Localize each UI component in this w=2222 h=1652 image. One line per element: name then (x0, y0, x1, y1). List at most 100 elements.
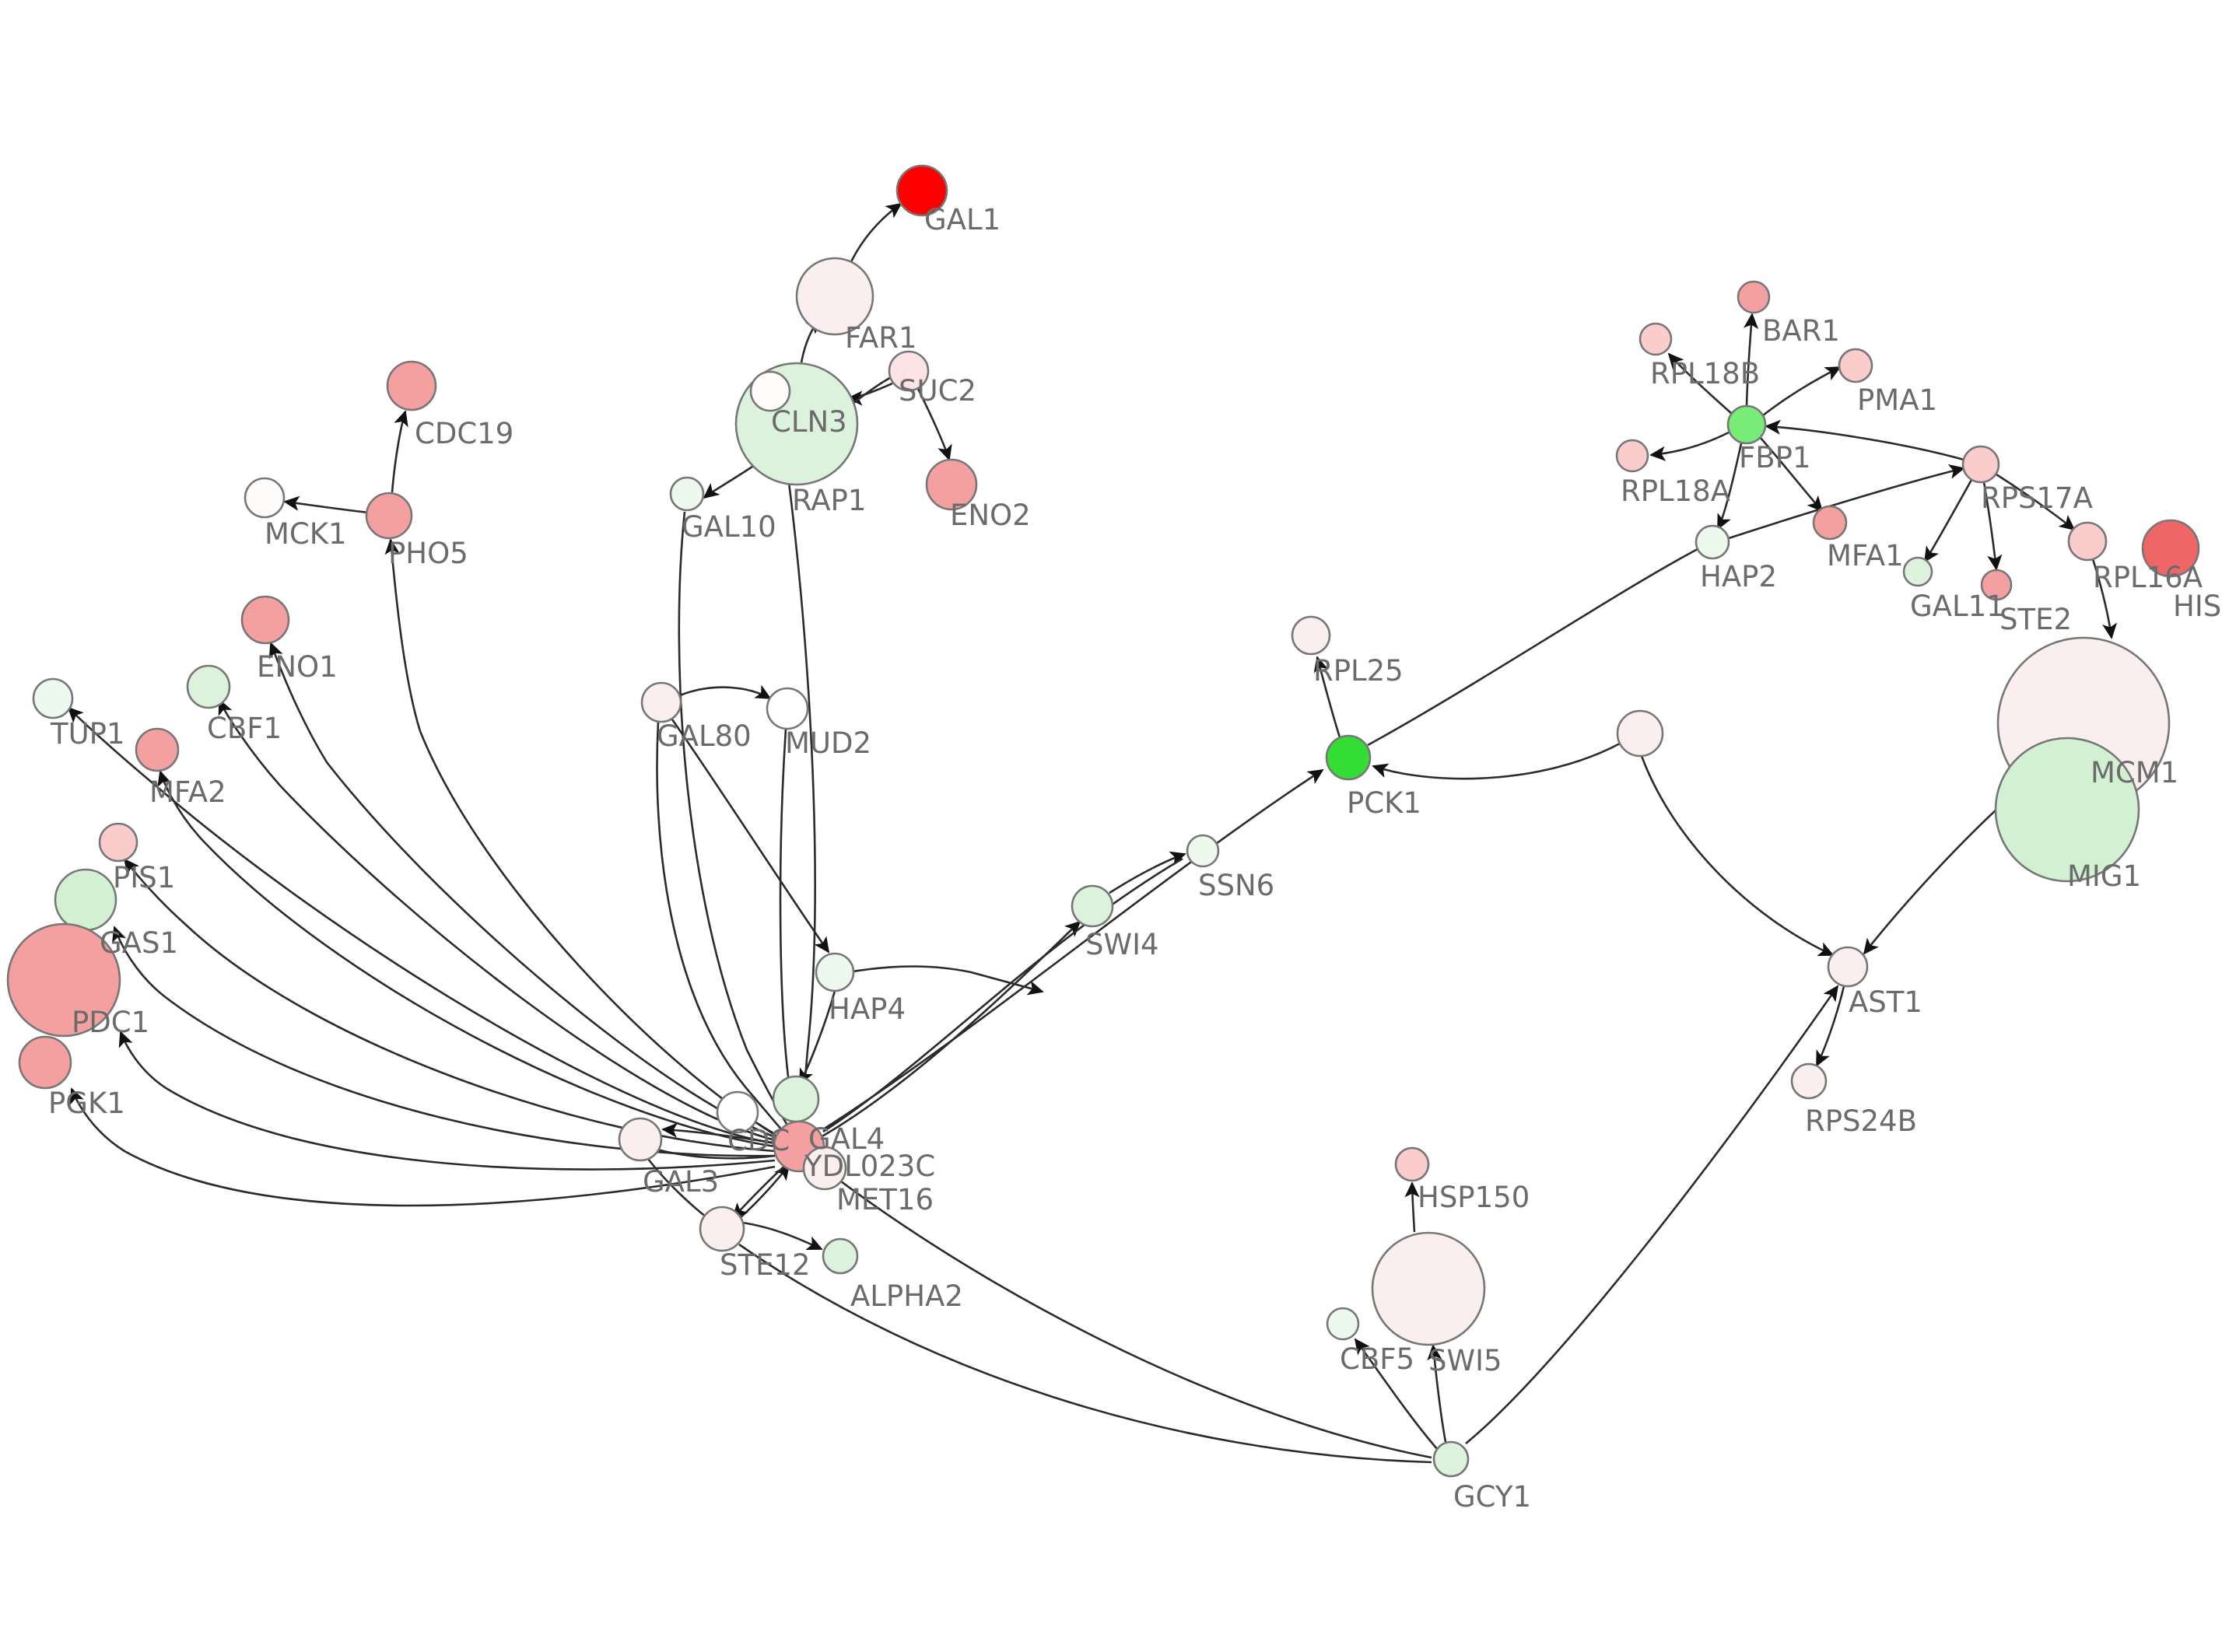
edge-layer (67, 202, 2118, 1464)
node-eno2[interactable] (925, 458, 978, 511)
node-rap1[interactable] (749, 370, 791, 412)
node-cdc39[interactable] (716, 1090, 759, 1134)
node-label-mfa2: MFA2 (149, 775, 226, 809)
node-mig1[interactable] (1994, 737, 2140, 883)
edge-gal4-to-gas1 (112, 926, 776, 1157)
node-rps17a[interactable] (1961, 445, 2000, 484)
node-rpl18b[interactable] (1638, 322, 1673, 356)
node-rpl16a[interactable] (2067, 521, 2108, 562)
node-label-met16: MET16 (836, 1183, 934, 1216)
node-swi5[interactable] (1371, 1231, 1486, 1346)
node-pdc1[interactable] (6, 922, 121, 1038)
edge-suc2-to-eno2 (916, 388, 952, 461)
node-fbp1[interactable] (1726, 404, 1767, 445)
node-label-cdc19: CDC19 (415, 417, 513, 450)
node-swi4[interactable] (1071, 884, 1114, 928)
node-hap4[interactable] (815, 952, 855, 992)
node-label-pck1: PCK1 (1347, 786, 1421, 820)
node-layer (6, 164, 2200, 1478)
node-eno1[interactable] (240, 595, 290, 645)
edge-gal4-to-cbf1 (218, 698, 776, 1142)
node-gal3[interactable] (618, 1117, 663, 1162)
node-met16[interactable] (772, 1075, 820, 1123)
node-label-eno2: ENO2 (950, 499, 1031, 532)
node-alpha2[interactable] (822, 1237, 859, 1275)
node-gal1[interactable] (895, 164, 948, 217)
node-label-hap2: HAP2 (1700, 560, 1777, 593)
edge-gal4-to-pdc1 (118, 1031, 776, 1171)
node-label-ast1: AST1 (1849, 985, 1922, 1019)
node-label-swi5: SWI5 (1428, 1344, 1502, 1377)
node-gal11[interactable] (1902, 556, 1933, 587)
node-label-gal11: GAL11 (1910, 590, 2005, 623)
node-pho5[interactable] (365, 492, 413, 540)
node-label-cbf5: CBF5 (1340, 1342, 1414, 1376)
edge-gal10-to-gal4 (678, 511, 794, 1132)
edge-gal4-to-pho5 (384, 538, 776, 1136)
edge-gcy1-to-swi5 (1427, 1344, 1447, 1443)
node-label-pho5: PHO5 (388, 537, 468, 570)
node-label-alpha2: ALPHA2 (850, 1279, 963, 1313)
node-mck1[interactable] (244, 477, 286, 519)
edge-rpl16a-to-mcm1 (2091, 558, 2118, 639)
node-rps24b[interactable] (1790, 1062, 1828, 1100)
edge-pck1-to-rpl25 (1313, 656, 1341, 738)
node-rpl25[interactable] (1291, 615, 1331, 656)
node-ste2[interactable] (1980, 569, 2013, 601)
node-hap2[interactable] (1695, 524, 1730, 560)
edge-gal4-to-pck1 (822, 768, 1324, 1131)
edge-fbp1-to-mfa1 (1759, 436, 1824, 513)
edge-fbp1-to-hap2 (1716, 443, 1743, 530)
node-gas1[interactable] (54, 868, 117, 932)
node-top_mid[interactable] (1616, 709, 1664, 758)
node-suc2[interactable] (888, 350, 930, 392)
node-label-cdc39: CDC (727, 1124, 790, 1157)
node-ssn6[interactable] (1186, 834, 1220, 868)
node-pck1[interactable] (1325, 734, 1372, 781)
node-label-rap1: RAP1 (792, 484, 866, 517)
node-ast1[interactable] (1827, 946, 1869, 988)
node-cbf1[interactable] (186, 664, 231, 709)
label-layer: GAL1 FAR1 SUC2 CLN3 RAP1 ENO2 GAL10 CDC19 MCK1 PH… (48, 203, 2222, 1514)
edge-top_mid-to-ast1 (1640, 755, 1835, 957)
node-gal10[interactable] (669, 476, 705, 512)
node-pma1[interactable] (1838, 348, 1873, 383)
node-ste12[interactable] (699, 1206, 745, 1252)
node-mfa1[interactable] (1812, 505, 1848, 541)
node-rpl18a[interactable] (1615, 439, 1649, 473)
node-pgk1[interactable] (18, 1035, 72, 1090)
node-label-gas1: GAS1 (100, 926, 178, 960)
node-far1[interactable] (795, 257, 874, 336)
node-cdc19[interactable] (386, 360, 437, 411)
node-cbf5[interactable] (1326, 1307, 1360, 1341)
node-label-his4: HIS4 (2173, 590, 2222, 623)
edge-gal80-to-gal4b (656, 721, 793, 1142)
node-label-ste2: STE2 (1999, 603, 2072, 636)
edge-rps17a-to-gal11 (1923, 479, 1973, 563)
node-bar1[interactable] (1737, 280, 1771, 314)
edge-gal3-to-gal4 (657, 1148, 776, 1160)
edge-gal4-to-hap4 (847, 965, 1044, 996)
node-label-mfa1: MFA1 (1827, 539, 1904, 572)
node-label-rpl25: RPL25 (1313, 654, 1404, 688)
node-label-gal80: GAL80 (657, 719, 752, 753)
node-label-mud2: MUD2 (785, 726, 871, 760)
node-gal80[interactable] (640, 681, 682, 723)
node-mfa2[interactable] (135, 727, 180, 772)
node-tup1[interactable] (32, 677, 74, 719)
node-hsp150[interactable] (1394, 1146, 1430, 1182)
node-pis1[interactable] (98, 822, 138, 863)
edge-gal4-to-pis1 (123, 858, 776, 1153)
edge-ste12-to-alpha2 (741, 1221, 823, 1251)
edge-ste12-to-gal4 (739, 1164, 790, 1219)
node-mud2[interactable] (766, 687, 809, 730)
edge-gal80-to-mud2 (679, 684, 772, 700)
node-ydl023c[interactable] (802, 1146, 847, 1191)
node-his4[interactable] (2141, 519, 2200, 578)
edge-gal4-to-pgk1 (69, 1087, 776, 1207)
node-label-cbf1: CBF1 (207, 712, 282, 745)
node-label-cln3: CLN3 (771, 405, 847, 439)
node-gcy1[interactable] (1432, 1440, 1470, 1478)
edge-gal4-to-ste12 (731, 1161, 790, 1220)
